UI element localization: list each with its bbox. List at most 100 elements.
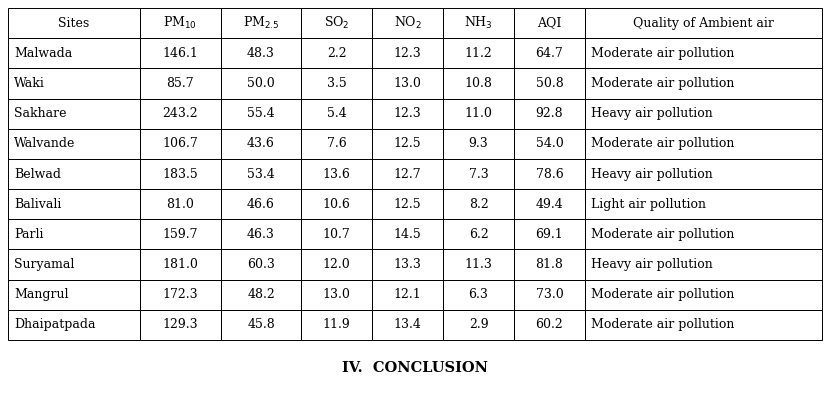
Text: 6.3: 6.3 [469, 288, 489, 301]
Bar [301, 159, 372, 189]
Text: 73.0: 73.0 [535, 288, 564, 301]
Text: SO$_{2}$: SO$_{2}$ [324, 15, 349, 31]
Text: Mangrul: Mangrul [14, 288, 69, 301]
Text: NH$_{3}$: NH$_{3}$ [464, 15, 493, 31]
Text: 85.7: 85.7 [167, 77, 194, 90]
Text: Dhaipatpada: Dhaipatpada [14, 318, 95, 331]
Text: Waki: Waki [14, 77, 45, 90]
Text: 159.7: 159.7 [163, 228, 198, 241]
Bar [140, 219, 221, 249]
Bar [221, 8, 301, 38]
Text: 7.3: 7.3 [469, 167, 488, 180]
Text: 54.0: 54.0 [535, 138, 564, 151]
Bar [140, 69, 221, 98]
Bar [585, 280, 822, 310]
Bar [514, 189, 585, 219]
Text: 11.9: 11.9 [323, 318, 350, 331]
Text: 48.3: 48.3 [247, 47, 275, 60]
Text: 55.4: 55.4 [247, 107, 275, 120]
Bar [301, 219, 372, 249]
Text: 243.2: 243.2 [163, 107, 198, 120]
Bar [514, 69, 585, 98]
Bar [221, 280, 301, 310]
Text: Heavy air pollution: Heavy air pollution [591, 258, 713, 271]
Bar [372, 249, 443, 280]
Text: 49.4: 49.4 [535, 198, 564, 211]
Bar [443, 98, 514, 129]
Bar [301, 69, 372, 98]
Text: Moderate air pollution: Moderate air pollution [591, 318, 735, 331]
Bar [514, 8, 585, 38]
Text: Moderate air pollution: Moderate air pollution [591, 77, 735, 90]
Bar [585, 8, 822, 38]
Bar [585, 219, 822, 249]
Bar [514, 310, 585, 340]
Text: Belwad: Belwad [14, 167, 61, 180]
Bar [372, 69, 443, 98]
Bar [8, 69, 140, 98]
Bar [585, 189, 822, 219]
Text: 12.0: 12.0 [323, 258, 350, 271]
Text: Walvande: Walvande [14, 138, 76, 151]
Text: 48.2: 48.2 [247, 288, 275, 301]
Text: Moderate air pollution: Moderate air pollution [591, 138, 735, 151]
Text: Balivali: Balivali [14, 198, 61, 211]
Text: 43.6: 43.6 [247, 138, 275, 151]
Bar [514, 38, 585, 69]
Bar [372, 280, 443, 310]
Bar [221, 249, 301, 280]
Text: 11.2: 11.2 [465, 47, 492, 60]
Bar [585, 38, 822, 69]
Bar [221, 189, 301, 219]
Bar [372, 98, 443, 129]
Bar [221, 310, 301, 340]
Bar [221, 129, 301, 159]
Text: 12.5: 12.5 [394, 138, 422, 151]
Bar [140, 280, 221, 310]
Bar [372, 38, 443, 69]
Bar [8, 8, 140, 38]
Bar [514, 159, 585, 189]
Bar [301, 280, 372, 310]
Bar [140, 249, 221, 280]
Bar [443, 249, 514, 280]
Text: 7.6: 7.6 [327, 138, 347, 151]
Bar [8, 249, 140, 280]
Text: 13.4: 13.4 [393, 318, 422, 331]
Text: 6.2: 6.2 [469, 228, 488, 241]
Text: Heavy air pollution: Heavy air pollution [591, 107, 713, 120]
Bar [585, 310, 822, 340]
Text: 81.8: 81.8 [535, 258, 564, 271]
Text: Moderate air pollution: Moderate air pollution [591, 288, 735, 301]
Text: 78.6: 78.6 [535, 167, 564, 180]
Bar [221, 69, 301, 98]
Bar [514, 280, 585, 310]
Bar [514, 249, 585, 280]
Text: Light air pollution: Light air pollution [591, 198, 705, 211]
Bar [514, 129, 585, 159]
Bar [140, 159, 221, 189]
Text: 10.7: 10.7 [323, 228, 350, 241]
Bar [8, 129, 140, 159]
Bar [443, 189, 514, 219]
Text: Moderate air pollution: Moderate air pollution [591, 228, 735, 241]
Text: 172.3: 172.3 [163, 288, 198, 301]
Text: 14.5: 14.5 [393, 228, 422, 241]
Text: Moderate air pollution: Moderate air pollution [591, 47, 735, 60]
Bar [372, 159, 443, 189]
Text: 92.8: 92.8 [535, 107, 564, 120]
Text: 69.1: 69.1 [535, 228, 564, 241]
Text: NO$_{2}$: NO$_{2}$ [393, 15, 422, 31]
Text: Parli: Parli [14, 228, 43, 241]
Bar [140, 310, 221, 340]
Bar [140, 98, 221, 129]
Bar [8, 98, 140, 129]
Text: 181.0: 181.0 [163, 258, 198, 271]
Bar [140, 8, 221, 38]
Text: 13.3: 13.3 [393, 258, 422, 271]
Bar [221, 98, 301, 129]
Bar [301, 129, 372, 159]
Text: Heavy air pollution: Heavy air pollution [591, 167, 713, 180]
Text: 146.1: 146.1 [163, 47, 198, 60]
Text: 2.2: 2.2 [327, 47, 347, 60]
